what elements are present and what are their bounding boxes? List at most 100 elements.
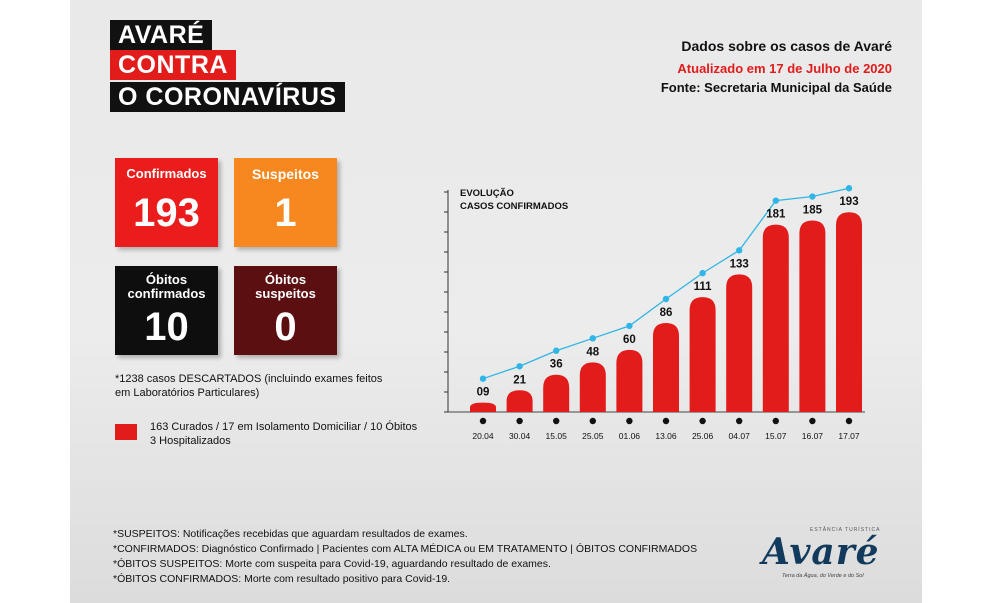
bar [616,349,643,412]
obitos-suspeitos-value: 0 [274,305,297,349]
evolution-chart: EVOLUÇÃO CASOS CONFIRMADOS 09 21 36 48 60 86 1… [444,185,865,441]
obitos-confirmados-label: Óbitos confirmados [115,273,218,301]
chart-title-2: CASOS CONFIRMADOS [460,201,568,212]
x-dot [589,417,596,425]
obitos-suspeitos-box: Óbitos suspeitos 0 [234,266,337,355]
suspeitos-box: Suspeitos 1 [234,158,337,247]
x-tick-label: 04.07 [729,431,751,441]
bar [762,224,789,412]
x-dot [772,417,779,425]
header-heading: Dados sobre os casos de Avaré [681,38,892,54]
value-label: 09 [477,387,490,399]
x-labels: 20.04 30.04 15.05 25.05 01.06 13.06 25.06 04.07… [472,431,860,441]
confirmados-value: 193 [133,191,200,235]
bar [506,390,533,412]
trend-point [589,335,596,342]
chart-title-1: EVOLUÇÃO [460,188,514,199]
x-tick-label: 15.07 [765,431,787,441]
obitos-suspeitos-label: Óbitos suspeitos [234,273,337,301]
title-line-3: O CORONAVÍRUS [110,82,345,112]
descartados-line-2: em Laboratórios Particulares) [115,387,260,399]
bar [689,297,716,412]
trend-point [699,269,706,277]
suspeitos-value: 1 [274,191,297,235]
bar [579,362,606,412]
x-dot [479,417,487,425]
value-label: 193 [839,196,858,208]
x-tick-label: 16.07 [802,431,824,441]
descartados-note: *1238 casos DESCARTADOS (incluindo exame… [115,372,405,400]
value-label: 21 [513,374,526,386]
trend-point [479,375,487,382]
x-dot [699,417,706,425]
bar [799,220,826,412]
title-line-1: AVARÉ [110,20,213,50]
x-tick-label: 17.07 [838,431,860,441]
value-label: 181 [766,209,786,221]
x-dot [736,417,743,425]
header-updated: Atualizado em 17 de Julho de 2020 [677,61,892,76]
x-dot [662,417,670,425]
x-dot [626,417,633,425]
header-source: Fonte: Secretaria Municipal da Saúde [660,80,892,95]
x-tick-label: 20.04 [472,431,494,441]
value-label: 36 [550,359,563,371]
x-tick-label: 25.05 [582,431,604,441]
trend-point [845,185,853,192]
x-dot [845,417,853,425]
value-label: 133 [730,258,749,270]
x-tick-label: 30.04 [509,431,531,441]
value-label: 185 [803,205,823,217]
x-dot [809,417,816,425]
legend-swatch [115,424,137,440]
x-dot [516,417,523,425]
trend-point [772,197,779,204]
value-label: 111 [694,281,713,293]
obitos-confirmados-label-1: Óbitos [145,272,188,287]
obitos-confirmados-box: Óbitos confirmados 10 [115,266,218,355]
logo-word: Avaré [762,531,880,573]
x-tick-label: 15.05 [546,431,568,441]
bars [470,212,862,412]
avare-logo: ESTÂNCIA TURÍSTICA Avaré Terra da Água, … [752,525,902,585]
obitos-suspeitos-label-2: suspeitos [255,286,316,301]
x-tick-label: 13.06 [655,431,677,441]
obitos-confirmados-label-2: confirmados [127,286,206,301]
trend-point [809,193,816,200]
title-line-2: CONTRA [110,50,236,80]
logo-top-text: ESTÂNCIA TURÍSTICA [810,527,881,533]
value-labels: 09 21 36 48 60 86 111 133 181 185 193 [477,196,859,398]
footnote-1: *SUSPEITOS: Notificações recebidas que a… [113,528,468,540]
bar [543,374,570,412]
trend-point [736,247,743,254]
y-ticks [444,191,448,413]
bar [470,402,496,412]
descartados-line-1: *1238 casos DESCARTADOS (incluindo exame… [115,373,383,385]
footnote-4: *ÓBITOS CONFIRMADOS: Morte com resultado… [113,573,451,585]
trend-point [626,322,633,330]
value-label: 60 [623,334,636,346]
legend-line-1: 163 Curados / 17 em Isolamento Domicilia… [150,421,418,433]
trend-point [662,295,670,303]
x-dots [479,417,853,425]
obitos-suspeitos-label-1: Óbitos [264,272,307,287]
trend-point [516,363,523,370]
x-tick-label: 25.06 [692,431,714,441]
value-label: 48 [586,346,599,358]
footnotes: *SUSPEITOS: Notificações recebidas que a… [113,527,697,587]
confirmados-label: Confirmados [126,166,207,181]
trend-points [479,185,853,382]
x-dot [553,417,560,425]
bar [653,322,679,412]
value-label: 86 [660,307,673,319]
suspeitos-label: Suspeitos [252,166,319,182]
bar [836,212,862,412]
legend-line-2: 3 Hospitalizados [150,435,231,447]
footnote-3: *ÓBITOS SUSPEITOS: Morte com suspeita pa… [113,558,551,570]
obitos-confirmados-value: 10 [144,305,189,349]
trend-point [553,347,560,354]
legend-text: 163 Curados / 17 em Isolamento Domicilia… [150,420,450,448]
bar [726,274,753,412]
confirmados-box: Confirmados 193 [115,158,218,247]
logo-tagline: Terra da Água, do Verde e do Sol [782,573,864,579]
